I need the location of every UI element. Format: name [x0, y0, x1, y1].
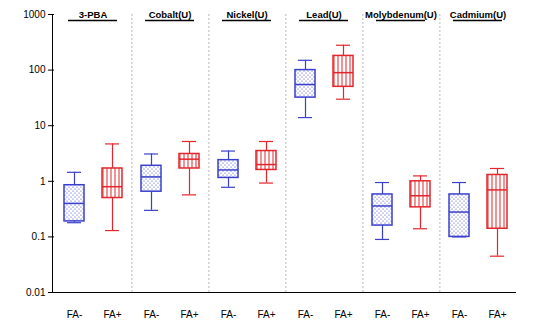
svg-text:FA+: FA+ [411, 309, 429, 320]
svg-text:10: 10 [34, 120, 46, 131]
svg-text:1: 1 [40, 176, 46, 187]
svg-text:FA+: FA+ [257, 309, 275, 320]
svg-text:Cadmium(U): Cadmium(U) [450, 9, 506, 20]
svg-text:Molybdenum(U): Molybdenum(U) [365, 9, 437, 20]
svg-text:0.01: 0.01 [26, 287, 46, 298]
svg-text:FA-: FA- [298, 309, 314, 320]
svg-text:FA-: FA- [221, 309, 237, 320]
svg-text:Nickel(U): Nickel(U) [226, 9, 267, 20]
svg-text:FA+: FA+ [180, 309, 198, 320]
svg-text:FA-: FA- [452, 309, 468, 320]
svg-text:FA-: FA- [375, 309, 391, 320]
svg-text:Lead(U): Lead(U) [306, 9, 341, 20]
svg-text:1000: 1000 [23, 9, 46, 20]
svg-text:FA+: FA+ [334, 309, 352, 320]
svg-text:0.1: 0.1 [32, 231, 46, 242]
svg-text:FA-: FA- [67, 309, 83, 320]
svg-text:FA+: FA+ [488, 309, 506, 320]
svg-text:3-PBA: 3-PBA [79, 9, 108, 20]
svg-text:FA-: FA- [144, 309, 160, 320]
svg-text:Cobalt(U): Cobalt(U) [149, 9, 192, 20]
svg-text:FA+: FA+ [103, 309, 121, 320]
svg-text:100: 100 [29, 64, 46, 75]
